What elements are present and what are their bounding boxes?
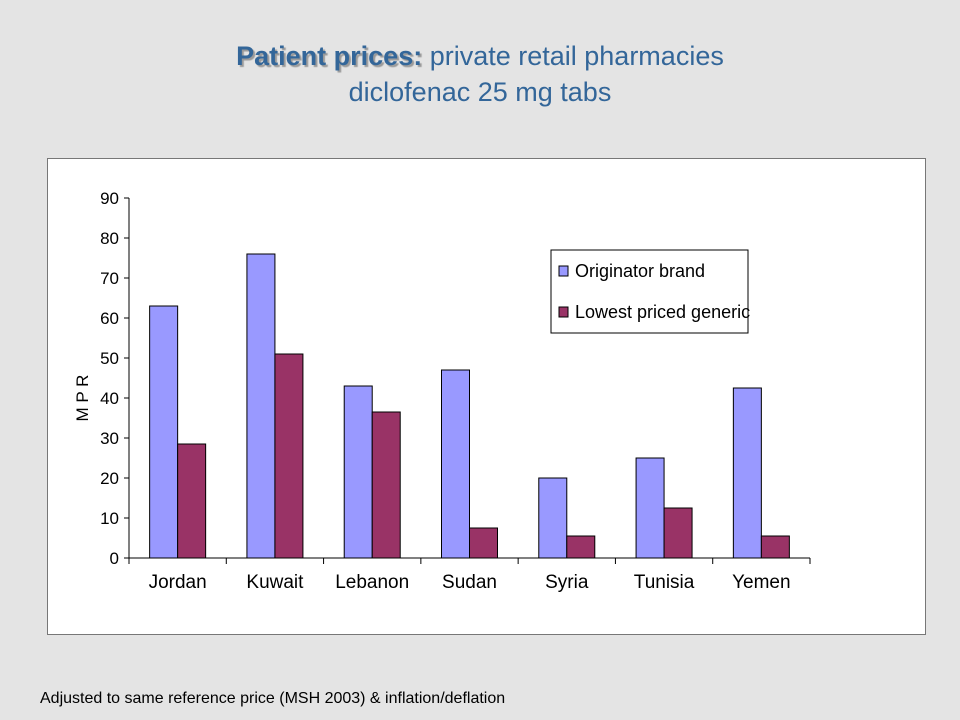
bar-originator-jordan bbox=[149, 305, 179, 559]
y-tick-label: 90 bbox=[100, 189, 119, 208]
y-tick-label: 80 bbox=[100, 229, 119, 248]
footnote: Adjusted to same reference price (MSH 20… bbox=[40, 690, 506, 707]
bar-generic-kuwait bbox=[274, 353, 304, 559]
bar-generic-lebanon bbox=[371, 411, 401, 559]
bar-generic-tunisia bbox=[663, 507, 693, 559]
y-tick-label: 60 bbox=[100, 309, 119, 328]
bar-originator-sudan bbox=[441, 369, 470, 559]
bar-generic-sudan bbox=[469, 527, 498, 559]
bar-originator-yemen bbox=[732, 387, 762, 559]
legend-box bbox=[550, 249, 749, 334]
bar-generic-yemen bbox=[760, 535, 790, 559]
title-bold: Patient prices: bbox=[236, 41, 423, 71]
x-category-label: Syria bbox=[545, 572, 589, 593]
legend-swatch-originator bbox=[558, 265, 569, 277]
y-tick-label: 30 bbox=[100, 429, 119, 448]
x-category-label: Sudan bbox=[442, 572, 497, 593]
bar-chart: 0 10 20 30 40 50 60 70 80 90 M P R Jordan Kuwait Leba… bbox=[73, 189, 811, 593]
x-category-label: Lebanon bbox=[335, 572, 409, 593]
bar-generic-syria bbox=[566, 535, 596, 559]
slide-title: Patient prices: private retail pharmacie… bbox=[0, 38, 960, 110]
title-line-2: diclofenac 25 mg tabs bbox=[348, 77, 612, 107]
x-category-label: Tunisia bbox=[634, 572, 695, 593]
y-tick-label: 70 bbox=[100, 269, 119, 288]
y-axis-label: M P R bbox=[73, 375, 92, 422]
x-category-label: Jordan bbox=[149, 572, 207, 593]
y-tick-label: 50 bbox=[100, 349, 119, 368]
bar-originator-tunisia bbox=[635, 457, 665, 559]
x-category-label: Kuwait bbox=[246, 572, 304, 593]
bar-originator-syria bbox=[538, 477, 568, 559]
y-tick-label: 40 bbox=[100, 389, 119, 408]
legend-label-generic: Lowest priced generic bbox=[575, 302, 750, 322]
title-rest: private retail pharmacies bbox=[422, 41, 724, 71]
bar-originator-lebanon bbox=[343, 385, 373, 559]
bar-generic-jordan bbox=[177, 443, 207, 559]
bar-originator-kuwait bbox=[246, 253, 276, 559]
y-tick-label: 0 bbox=[110, 549, 119, 568]
y-tick-label: 10 bbox=[100, 509, 119, 528]
y-tick-label: 20 bbox=[100, 469, 119, 488]
legend-label-originator: Originator brand bbox=[575, 261, 705, 281]
chart-panel: 0 10 20 30 40 50 60 70 80 90 M P R Jordan Kuwait Leba… bbox=[47, 158, 926, 635]
title-line-1: Patient prices: private retail pharmacie… bbox=[0, 38, 960, 74]
legend-swatch-generic bbox=[558, 306, 569, 318]
x-category-label: Yemen bbox=[732, 572, 790, 593]
